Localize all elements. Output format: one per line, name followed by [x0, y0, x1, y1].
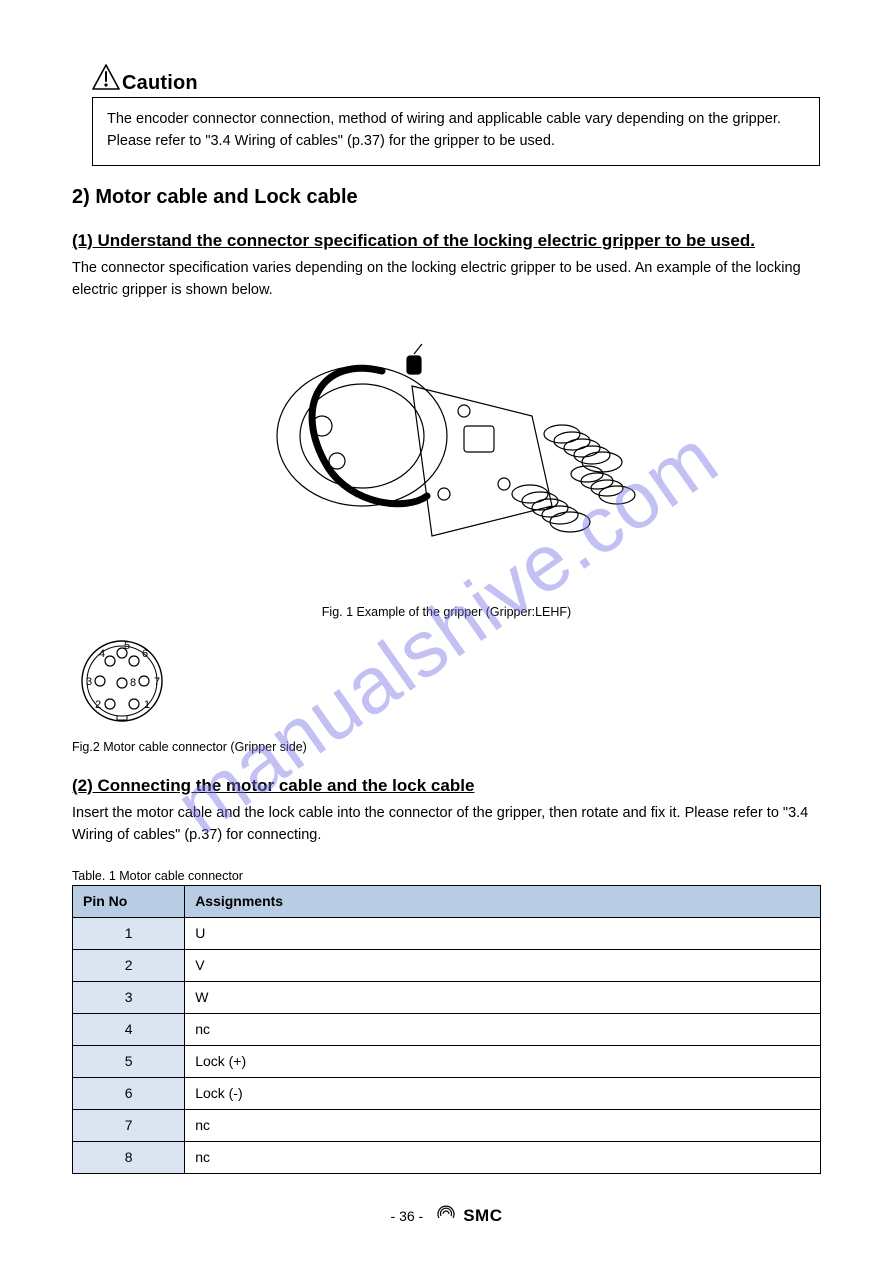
- paragraph-spec: The connector specification varies depen…: [72, 257, 821, 302]
- pin-cell: 8: [73, 1141, 185, 1173]
- pin-table-title: Table. 1 Motor cable connector: [72, 869, 821, 883]
- figure-connector-caption: Fig.2 Motor cable connector (Gripper sid…: [72, 740, 821, 754]
- figure-gripper-caption: Fig. 1 Example of the gripper (Gripper:L…: [72, 605, 821, 619]
- desc-cell: U: [185, 917, 821, 949]
- caution-heading: Caution: [122, 72, 198, 95]
- page-value: 36: [399, 1208, 415, 1224]
- brand-swirl-icon: [437, 1204, 457, 1227]
- page-prefix: -: [391, 1208, 400, 1224]
- desc-cell: nc: [185, 1141, 821, 1173]
- table-row: 7nc: [73, 1109, 821, 1141]
- pin-cell: 4: [73, 1013, 185, 1045]
- svg-text:5: 5: [124, 640, 130, 652]
- pin-cell: 5: [73, 1045, 185, 1077]
- svg-text:3: 3: [86, 676, 92, 688]
- desc-cell: nc: [185, 1013, 821, 1045]
- page-suffix: -: [415, 1208, 424, 1224]
- pin-cell: 6: [73, 1077, 185, 1109]
- desc-cell: Lock (-): [185, 1077, 821, 1109]
- pin-cell: 2: [73, 949, 185, 981]
- figure-connector: 1 23 4 56 7 8 Fig.2 Motor cable connector (Gr…: [72, 631, 821, 754]
- svg-text:4: 4: [99, 648, 105, 660]
- figure-gripper: Fig. 1 Example of the gripper (Gripper:L…: [72, 316, 821, 619]
- warning-triangle-icon: [92, 64, 120, 95]
- svg-text:7: 7: [154, 676, 160, 688]
- table-row: 5Lock (+): [73, 1045, 821, 1077]
- table-row: 1U: [73, 917, 821, 949]
- svg-text:1: 1: [144, 699, 150, 711]
- table-row: 3W: [73, 981, 821, 1013]
- pin-table-header-pin: Pin No: [73, 885, 185, 917]
- caution-text: The encoder connector connection, method…: [107, 108, 805, 153]
- desc-cell: V: [185, 949, 821, 981]
- svg-text:6: 6: [142, 648, 148, 660]
- svg-text:8: 8: [130, 677, 136, 689]
- caution-box: The encoder connector connection, method…: [92, 97, 820, 166]
- pin-table-header-desc: Assignments: [185, 885, 821, 917]
- pin-cell: 7: [73, 1109, 185, 1141]
- brand-text: SMC: [463, 1206, 502, 1226]
- subsection-heading-connect: (2) Connecting the motor cable and the l…: [72, 776, 821, 796]
- section-heading-motor-cable: 2) Motor cable and Lock cable: [72, 186, 821, 209]
- paragraph-connect: Insert the motor cable and the lock cabl…: [72, 802, 821, 847]
- desc-cell: nc: [185, 1109, 821, 1141]
- desc-cell: Lock (+): [185, 1045, 821, 1077]
- desc-cell: W: [185, 981, 821, 1013]
- pin-cell: 1: [73, 917, 185, 949]
- table-row: 4nc: [73, 1013, 821, 1045]
- subsection-heading-spec: (1) Understand the connector specificati…: [72, 231, 821, 251]
- footer: - 36 - SMC: [0, 1204, 893, 1227]
- pin-table: Pin No Assignments 1U2V3W4nc5Lock (+)6Lo…: [72, 885, 821, 1174]
- svg-text:2: 2: [95, 699, 101, 711]
- table-row: 8nc: [73, 1141, 821, 1173]
- page-number: - 36 -: [391, 1208, 424, 1224]
- table-row: 6Lock (-): [73, 1077, 821, 1109]
- table-row: 2V: [73, 949, 821, 981]
- pin-cell: 3: [73, 981, 185, 1013]
